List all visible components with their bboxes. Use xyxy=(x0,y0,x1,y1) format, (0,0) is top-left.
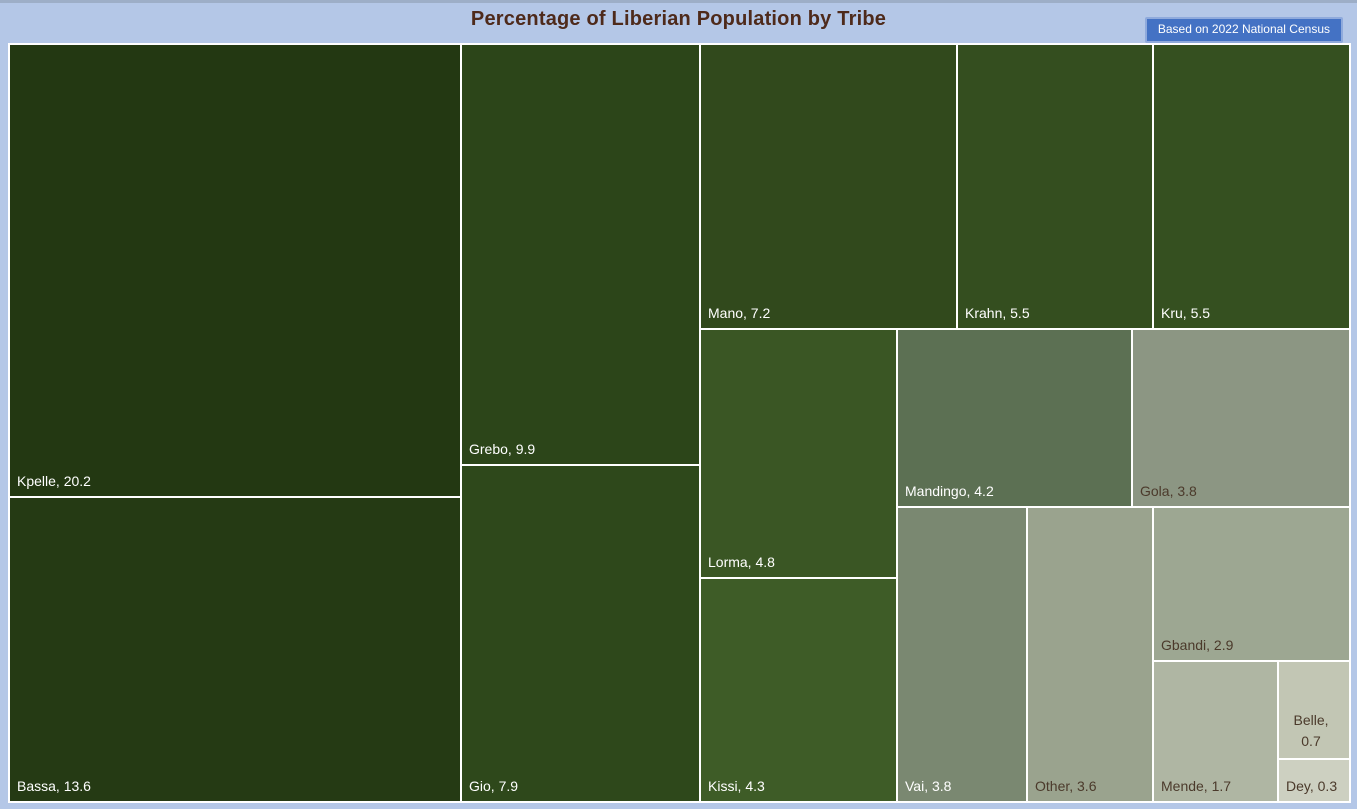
treemap-tile-belle[interactable]: Belle, 0.7 xyxy=(1279,662,1349,758)
treemap-tile-kpelle[interactable]: Kpelle, 20.2 xyxy=(10,45,460,496)
treemap-plot-inner: Kpelle, 20.2 Bassa, 13.6 Grebo, 9.9 Gio, 7.… xyxy=(10,45,1349,801)
tile-label-mende: Mende, 1.7 xyxy=(1161,778,1232,794)
treemap-tile-gio[interactable]: Gio, 7.9 xyxy=(462,466,699,801)
tile-label-lorma: Lorma, 4.8 xyxy=(708,554,775,570)
treemap-tile-mandingo[interactable]: Mandingo, 4.2 xyxy=(898,330,1131,506)
tile-label-vai: Vai, 3.8 xyxy=(905,778,952,794)
tile-label-bassa: Bassa, 13.6 xyxy=(17,778,91,794)
tile-label-gola: Gola, 3.8 xyxy=(1140,483,1197,499)
tile-label-kissi: Kissi, 4.3 xyxy=(708,778,765,794)
tile-label-kpelle: Kpelle, 20.2 xyxy=(17,473,91,489)
tile-label-dey: Dey, 0.3 xyxy=(1286,778,1338,794)
treemap-tile-lorma[interactable]: Lorma, 4.8 xyxy=(701,330,896,577)
tile-label-mano: Mano, 7.2 xyxy=(708,305,771,321)
treemap-tile-mende[interactable]: Mende, 1.7 xyxy=(1154,662,1277,801)
treemap-tile-gbandi[interactable]: Gbandi, 2.9 xyxy=(1154,508,1349,660)
treemap-tile-bassa[interactable]: Bassa, 13.6 xyxy=(10,498,460,801)
treemap-plot: Kpelle, 20.2 Bassa, 13.6 Grebo, 9.9 Gio, 7.… xyxy=(8,43,1351,803)
tile-label-gbandi: Gbandi, 2.9 xyxy=(1161,637,1234,653)
chart-title: Percentage of Liberian Population by Tri… xyxy=(470,8,887,30)
tile-label-kru: Kru, 5.5 xyxy=(1161,305,1211,321)
treemap-tile-gola[interactable]: Gola, 3.8 xyxy=(1133,330,1349,506)
tile-label-other: Other, 3.6 xyxy=(1035,778,1097,794)
treemap-tile-other[interactable]: Other, 3.6 xyxy=(1028,508,1152,801)
tile-label-mandingo: Mandingo, 4.2 xyxy=(905,483,994,499)
treemap-tile-vai[interactable]: Vai, 3.8 xyxy=(898,508,1026,801)
tile-label-belle: Belle, 0.7 xyxy=(1293,712,1329,749)
treemap-tile-kru[interactable]: Kru, 5.5 xyxy=(1154,45,1349,328)
treemap-tile-grebo[interactable]: Grebo, 9.9 xyxy=(462,45,699,464)
window-top-edge xyxy=(0,0,1357,3)
tile-label-gio: Gio, 7.9 xyxy=(469,778,519,794)
tile-label-grebo: Grebo, 9.9 xyxy=(469,441,536,457)
treemap-tile-krahn[interactable]: Krahn, 5.5 xyxy=(958,45,1152,328)
treemap-tile-mano[interactable]: Mano, 7.2 xyxy=(701,45,956,328)
tile-label-krahn: Krahn, 5.5 xyxy=(965,305,1030,321)
census-source-badge[interactable]: Based on 2022 National Census xyxy=(1144,17,1343,44)
treemap-tile-kissi[interactable]: Kissi, 4.3 xyxy=(701,579,896,801)
treemap-tile-dey[interactable]: Dey, 0.3 xyxy=(1279,760,1349,801)
